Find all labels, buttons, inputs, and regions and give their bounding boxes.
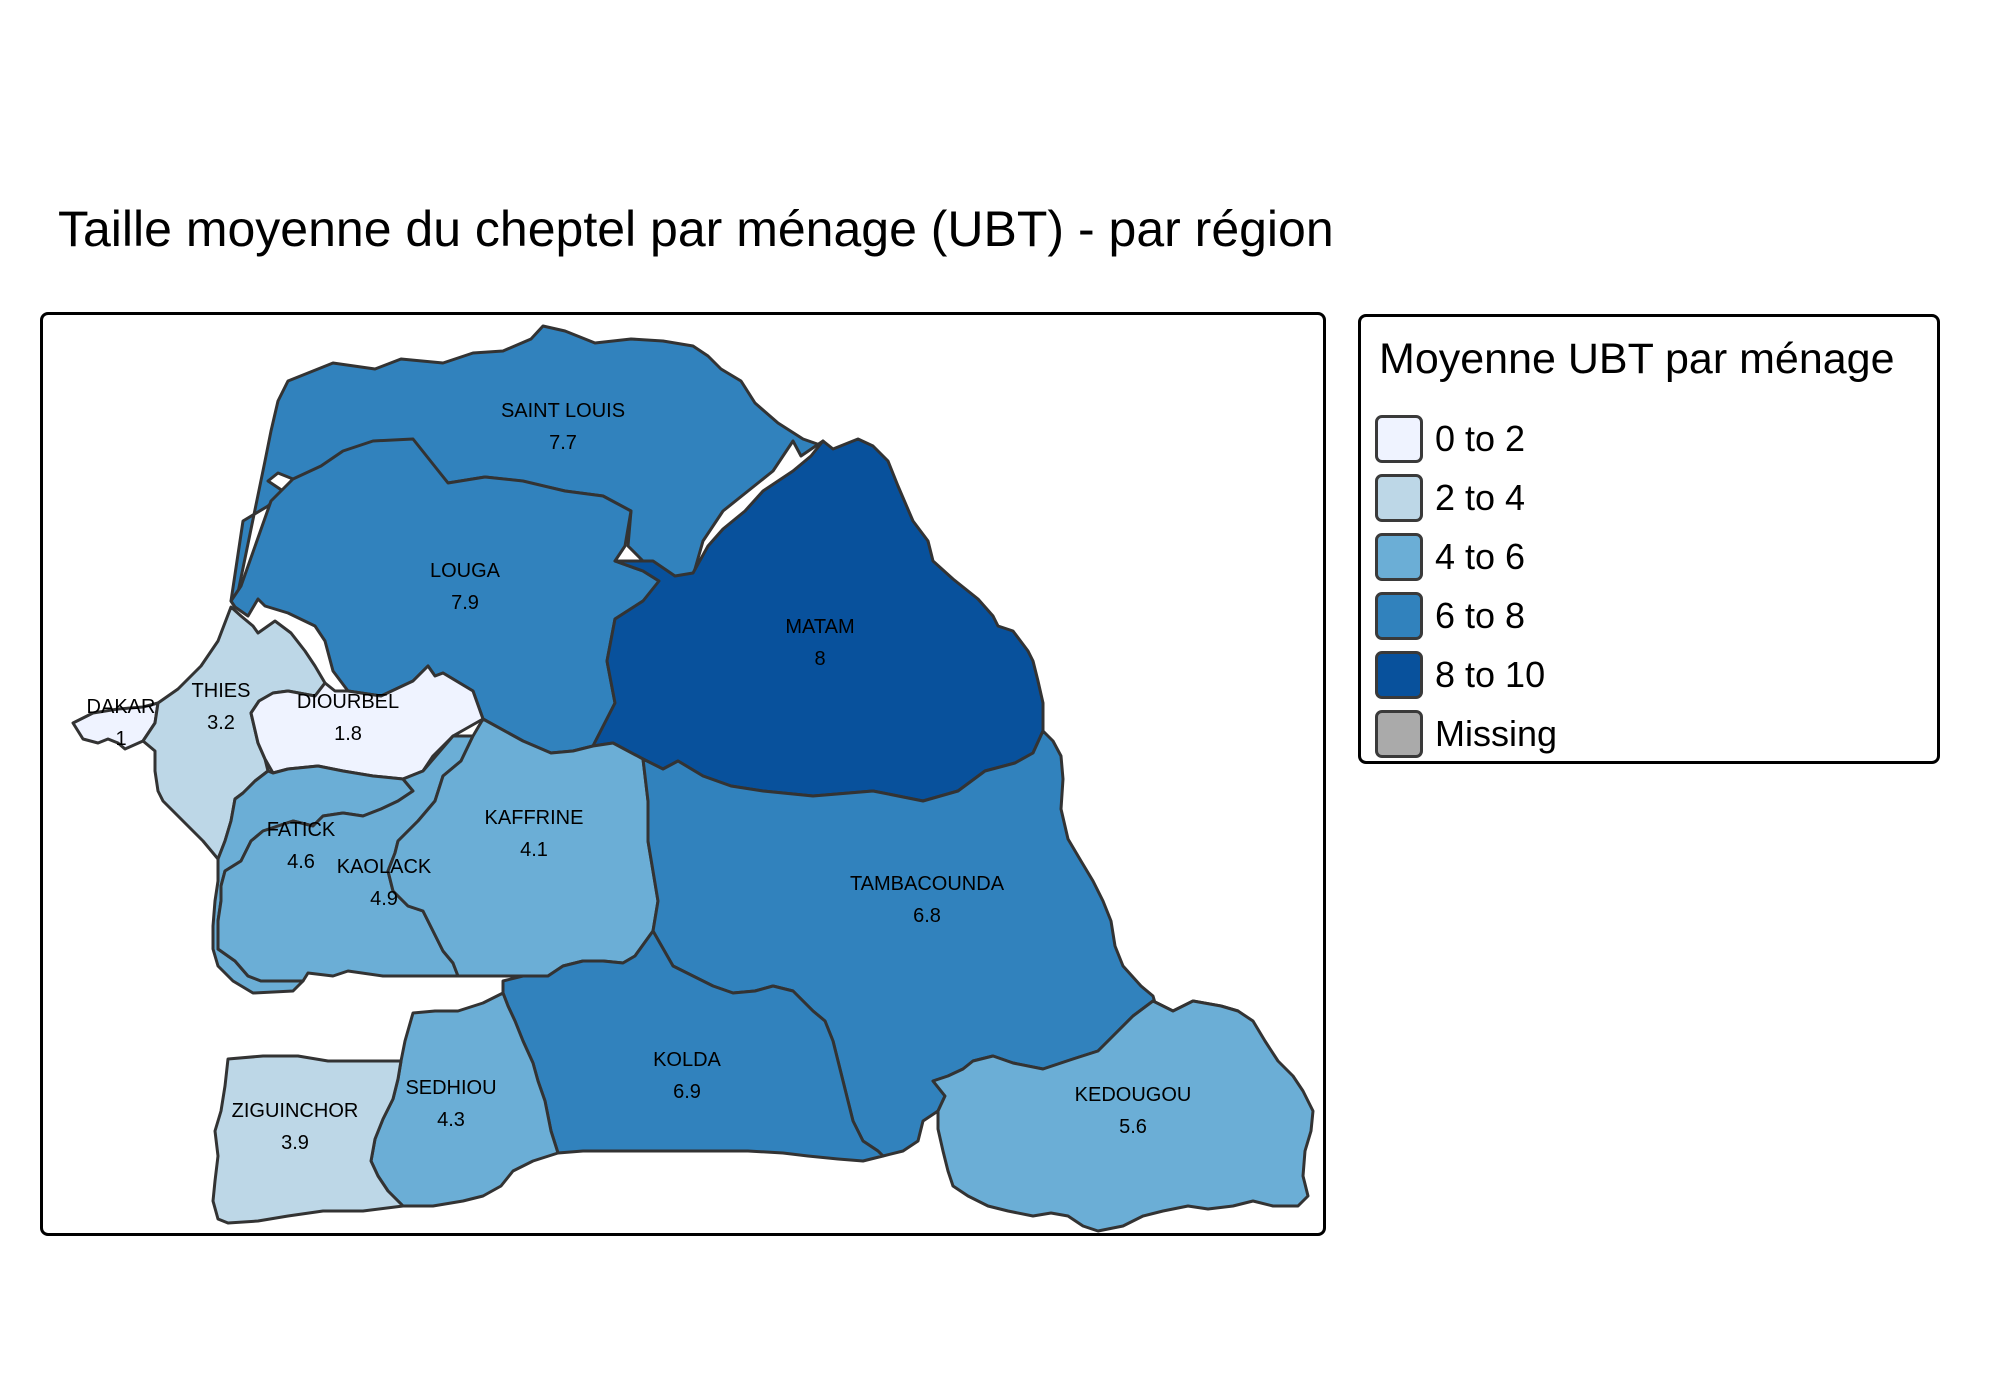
legend-item: 4 to 6: [1375, 529, 1525, 585]
legend-swatch: [1375, 651, 1423, 699]
region-saint-louis: [229, 324, 835, 609]
legend: Moyenne UBT par ménage 0 to 2 2 to 4 4 to …: [1358, 314, 1940, 764]
legend-swatch: [1375, 415, 1423, 463]
region-kedougou: [931, 999, 1315, 1233]
legend-item: 0 to 2: [1375, 411, 1525, 467]
region-name-ziguinchor: ZIGUINCHOR: [232, 1100, 359, 1122]
region-name-kolda: KOLDA: [653, 1049, 721, 1071]
region-ziguinchor: [211, 1054, 405, 1225]
legend-swatch: [1375, 592, 1423, 640]
legend-label: 6 to 8: [1435, 595, 1526, 636]
legend-item: 8 to 10: [1375, 647, 1545, 703]
legend-title: Moyenne UBT par ménage: [1379, 335, 1895, 383]
legend-label: Missing: [1435, 713, 1558, 754]
legend-item: Missing: [1375, 706, 1557, 762]
region-value-tambacounda: 6.8: [913, 905, 941, 927]
region-name-kedougou: KEDOUGOU: [1075, 1084, 1192, 1106]
legend-label: 2 to 4: [1435, 477, 1526, 518]
legend-label: 4 to 6: [1435, 536, 1526, 577]
senegal-map: SAINT LOUIS 7.7 LOUGA 7.9 MATAM 8 DAKAR 1 THIES 3…: [71, 324, 1315, 1233]
region-value-kaffrine: 4.1: [520, 839, 548, 861]
region-value-fatick: 4.6: [287, 851, 315, 873]
map-panel: SAINT LOUIS 7.7 LOUGA 7.9 MATAM 8 DAKAR 1 THIES 3…: [40, 312, 1326, 1236]
legend-swatch: [1375, 710, 1423, 758]
map-title: Taille moyenne du cheptel par ménage (UB…: [58, 201, 1334, 257]
region-value-dakar: 1: [115, 728, 126, 750]
legend-label: 8 to 10: [1435, 654, 1546, 695]
region-value-thies: 3.2: [207, 712, 235, 734]
regions-layer: [71, 324, 1315, 1233]
legend-item: 6 to 8: [1375, 588, 1525, 644]
region-value-matam: 8: [814, 648, 825, 670]
legend-swatch: [1375, 533, 1423, 581]
labels-layer: SAINT LOUIS 7.7 LOUGA 7.9 MATAM 8 DAKAR 1 THIES 3…: [87, 400, 1192, 1154]
region-name-matam: MATAM: [785, 616, 854, 638]
region-value-kolda: 6.9: [673, 1081, 701, 1103]
region-value-kaolack: 4.9: [370, 888, 398, 910]
legend-item: 2 to 4: [1375, 470, 1525, 526]
region-value-diourbel: 1.8: [334, 723, 362, 745]
region-name-kaolack: KAOLACK: [337, 856, 432, 878]
region-name-louga: LOUGA: [430, 560, 501, 582]
region-value-ziguinchor: 3.9: [281, 1132, 309, 1154]
region-name-fatick: FATICK: [267, 819, 336, 841]
region-name-sedhiou: SEDHIOU: [405, 1077, 496, 1099]
region-value-saint-louis: 7.7: [549, 432, 577, 454]
region-value-kedougou: 5.6: [1119, 1116, 1147, 1138]
region-name-thies: THIES: [192, 680, 251, 702]
region-name-diourbel: DIOURBEL: [297, 691, 399, 713]
region-value-sedhiou: 4.3: [437, 1109, 465, 1131]
region-value-louga: 7.9: [451, 592, 479, 614]
legend-swatch: [1375, 474, 1423, 522]
region-name-tambacounda: TAMBACOUNDA: [850, 873, 1005, 895]
region-name-dakar: DAKAR: [87, 696, 156, 718]
region-name-saint-louis: SAINT LOUIS: [501, 400, 625, 422]
legend-label: 0 to 2: [1435, 418, 1526, 459]
region-name-kaffrine: KAFFRINE: [485, 807, 584, 829]
